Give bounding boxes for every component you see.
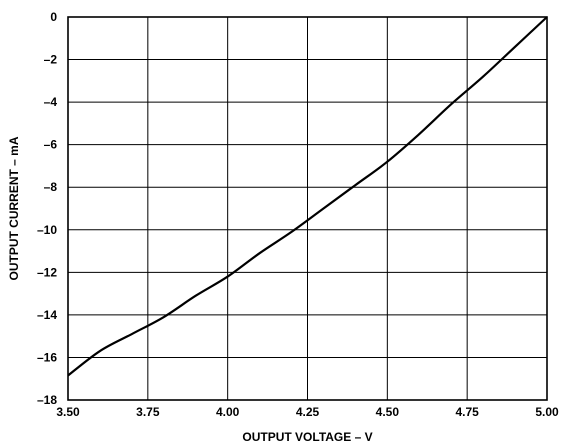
series-line	[67, 16, 548, 377]
x-tick-label: 4.00	[216, 405, 240, 419]
x-tick-label: 5.00	[535, 405, 559, 419]
grid	[68, 17, 547, 400]
y-axis-ticks: 0 –2 –4 –6 –8 –10 –12 –14 –16 –18	[37, 10, 57, 407]
x-tick-label: 4.25	[296, 405, 320, 419]
x-tick-label: 3.75	[136, 405, 160, 419]
y-tick-label: –10	[37, 223, 57, 237]
y-tick-label: –14	[37, 308, 57, 322]
y-tick-label: –4	[44, 95, 58, 109]
y-tick-label: –16	[37, 350, 57, 364]
x-axis-label: OUTPUT VOLTAGE – V	[242, 430, 372, 444]
y-tick-label: –18	[37, 393, 57, 407]
y-tick-label: –8	[44, 180, 58, 194]
x-tick-label: 4.50	[376, 405, 400, 419]
y-tick-label: –6	[44, 138, 58, 152]
x-tick-label: 3.50	[56, 405, 80, 419]
x-axis-ticks: 3.50 3.75 4.00 4.25 4.50 4.75 5.00	[56, 405, 559, 419]
y-tick-label: –12	[37, 265, 57, 279]
y-tick-label: 0	[50, 10, 57, 24]
x-tick-label: 4.75	[455, 405, 479, 419]
y-axis-label: OUTPUT CURRENT – mA	[7, 136, 21, 280]
plot-frame	[67, 16, 548, 401]
series-layer	[67, 16, 548, 377]
y-tick-label: –2	[44, 53, 58, 67]
